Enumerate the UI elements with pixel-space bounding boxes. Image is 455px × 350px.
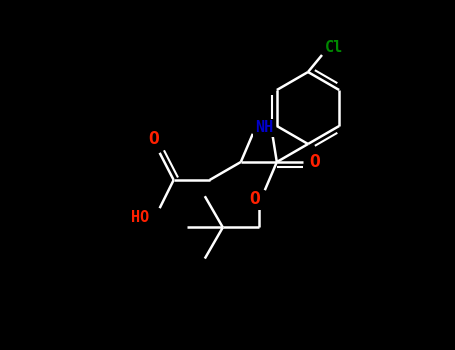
Text: NH: NH [255, 120, 273, 135]
Text: O: O [148, 130, 159, 148]
Text: Cl: Cl [325, 41, 343, 56]
Text: O: O [249, 190, 260, 208]
Text: O: O [309, 153, 320, 171]
Text: HO: HO [131, 210, 149, 225]
